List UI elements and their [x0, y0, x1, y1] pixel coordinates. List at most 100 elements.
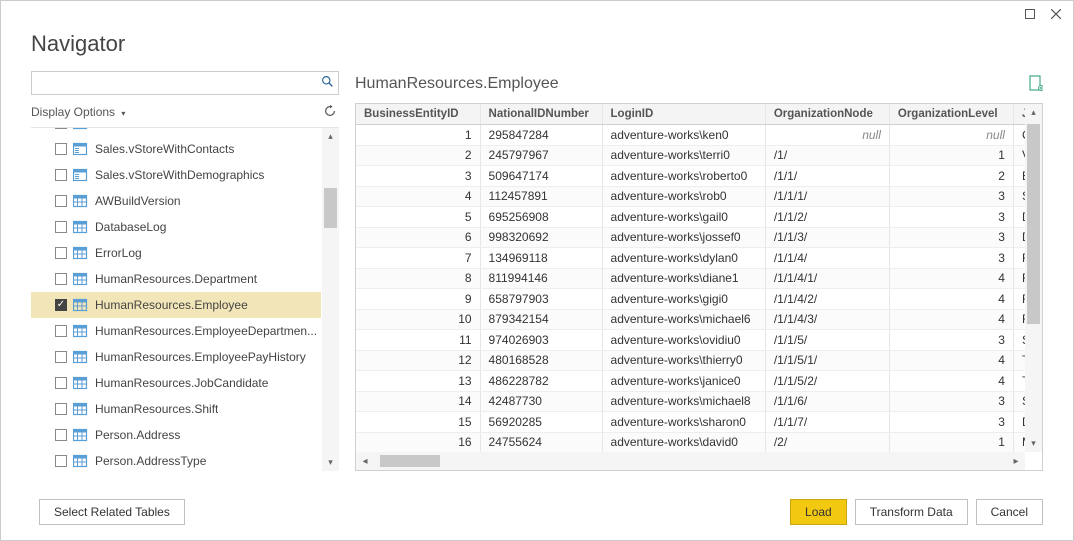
table-row[interactable]: 12480168528adventure-works\thierry0/1/1/…: [356, 350, 1025, 371]
checkbox[interactable]: [55, 377, 67, 389]
checkbox[interactable]: [55, 221, 67, 233]
scroll-down-icon[interactable]: ▾: [322, 454, 339, 471]
search-input[interactable]: [38, 76, 321, 90]
table-row[interactable]: 11974026903adventure-works\ovidiu0/1/1/5…: [356, 330, 1025, 351]
tree-item[interactable]: AWBuildVersion: [31, 188, 321, 214]
table-row[interactable]: 9658797903adventure-works\gigi0/1/1/4/2/…: [356, 289, 1025, 310]
tree-item[interactable]: HumanResources.JobCandidate: [31, 370, 321, 396]
load-button[interactable]: Load: [790, 499, 847, 525]
checkbox[interactable]: [55, 351, 67, 363]
search-box[interactable]: [31, 71, 339, 95]
column-header[interactable]: LoginID: [602, 104, 765, 125]
tree-list[interactable]: SalesStoreWithAddressesSales.vStoreWithC…: [31, 128, 321, 471]
checkbox[interactable]: ✓: [55, 299, 67, 311]
preview-table: BusinessEntityIDNationalIDNumberLoginIDO…: [356, 104, 1025, 452]
tree-item[interactable]: Person.AddressType: [31, 448, 321, 471]
table-cell: Vice: [1013, 145, 1025, 166]
view-icon: [73, 167, 89, 183]
tree-item[interactable]: Person.Address: [31, 422, 321, 448]
grid-horizontal-scrollbar[interactable]: ◂ ▸: [356, 452, 1025, 470]
maximize-button[interactable]: [1019, 4, 1041, 24]
table-row[interactable]: 4112457891adventure-works\rob0/1/1/1/3Se…: [356, 186, 1025, 207]
table-row[interactable]: 8811994146adventure-works\diane1/1/1/4/1…: [356, 268, 1025, 289]
checkbox[interactable]: [55, 325, 67, 337]
table-cell: Sen: [1013, 330, 1025, 351]
refresh-button[interactable]: [321, 104, 339, 121]
checkbox[interactable]: [55, 128, 67, 129]
table-cell: adventure-works\roberto0: [602, 166, 765, 187]
column-header[interactable]: JobTitle: [1013, 104, 1025, 125]
table-cell: 4: [889, 289, 1013, 310]
tree-item[interactable]: ✓HumanResources.Employee: [31, 292, 321, 318]
table-cell: Sen: [1013, 186, 1025, 207]
table-cell: adventure-works\gigi0: [602, 289, 765, 310]
table-cell: /1/1/5/1/: [765, 350, 889, 371]
checkbox[interactable]: [55, 273, 67, 285]
table-row[interactable]: 5695256908adventure-works\gail0/1/1/2/3D…: [356, 207, 1025, 228]
scroll-right-icon[interactable]: ▸: [1007, 452, 1025, 470]
table-row[interactable]: 7134969118adventure-works\dylan0/1/1/4/3…: [356, 248, 1025, 269]
column-header[interactable]: OrganizationLevel: [889, 104, 1013, 125]
transform-data-button[interactable]: Transform Data: [855, 499, 968, 525]
tree-scrollbar[interactable]: ▴ ▾: [322, 128, 339, 471]
scrollbar-thumb[interactable]: [380, 455, 440, 467]
table-row[interactable]: 1442487730adventure-works\michael8/1/1/6…: [356, 391, 1025, 412]
checkbox[interactable]: [55, 429, 67, 441]
scroll-up-icon[interactable]: ▴: [322, 128, 339, 145]
checkbox[interactable]: [55, 247, 67, 259]
tree-item[interactable]: HumanResources.EmployeePayHistory: [31, 344, 321, 370]
table-row[interactable]: 10879342154adventure-works\michael6/1/1/…: [356, 309, 1025, 330]
tree-item[interactable]: ErrorLog: [31, 240, 321, 266]
table-row[interactable]: 1624755624adventure-works\david0/2/1Ma: [356, 432, 1025, 452]
scroll-up-icon[interactable]: ▴: [1025, 104, 1042, 121]
table-header-row: BusinessEntityIDNationalIDNumberLoginIDO…: [356, 104, 1025, 125]
table-row[interactable]: 1556920285adventure-works\sharon0/1/1/7/…: [356, 412, 1025, 433]
cancel-button[interactable]: Cancel: [976, 499, 1043, 525]
table-cell: /1/1/7/: [765, 412, 889, 433]
table-row[interactable]: 1295847284adventure-works\ken0nullnullCh…: [356, 125, 1025, 146]
search-icon[interactable]: [321, 75, 334, 91]
checkbox[interactable]: [55, 169, 67, 181]
grid-vertical-scrollbar[interactable]: ▴ ▾: [1025, 104, 1042, 452]
table-row[interactable]: 2245797967adventure-works\terri0/1/1Vice: [356, 145, 1025, 166]
scroll-down-icon[interactable]: ▾: [1025, 435, 1042, 452]
close-button[interactable]: [1045, 4, 1067, 24]
table-cell: 14: [356, 391, 480, 412]
table-cell: Res: [1013, 309, 1025, 330]
table-row[interactable]: 3509647174adventure-works\roberto0/1/1/2…: [356, 166, 1025, 187]
table-row[interactable]: 13486228782adventure-works\janice0/1/1/5…: [356, 371, 1025, 392]
table-cell: 1: [889, 145, 1013, 166]
column-header[interactable]: NationalIDNumber: [480, 104, 602, 125]
preview-header: HumanResources.Employee: [355, 71, 1043, 97]
tree-item[interactable]: DatabaseLog: [31, 214, 321, 240]
table-cell: 998320692: [480, 227, 602, 248]
scrollbar-thumb[interactable]: [324, 188, 337, 228]
table-cell: Too: [1013, 350, 1025, 371]
checkbox[interactable]: [55, 195, 67, 207]
checkbox[interactable]: [55, 403, 67, 415]
checkbox[interactable]: [55, 455, 67, 467]
tree-item-label: Person.AddressType: [95, 454, 206, 468]
table-row[interactable]: 6998320692adventure-works\jossef0/1/1/3/…: [356, 227, 1025, 248]
display-options-dropdown[interactable]: Display Options ▾: [31, 105, 321, 119]
tree-item[interactable]: HumanResources.Department: [31, 266, 321, 292]
scroll-left-icon[interactable]: ◂: [356, 452, 374, 470]
table-cell: 879342154: [480, 309, 602, 330]
tree-item[interactable]: HumanResources.Shift: [31, 396, 321, 422]
table-icon: [73, 245, 89, 261]
tree-item[interactable]: Sales.vStoreWithContacts: [31, 136, 321, 162]
tree-item[interactable]: Sales.vStoreWithDemographics: [31, 162, 321, 188]
preview-options-icon[interactable]: [1029, 75, 1043, 94]
checkbox[interactable]: [55, 143, 67, 155]
table-icon: [73, 323, 89, 339]
column-header[interactable]: BusinessEntityID: [356, 104, 480, 125]
select-related-tables-button[interactable]: Select Related Tables: [39, 499, 185, 525]
title-bar: [1, 1, 1073, 27]
column-header[interactable]: OrganizationNode: [765, 104, 889, 125]
scrollbar-thumb[interactable]: [1027, 124, 1040, 324]
table-cell: 12: [356, 350, 480, 371]
table-cell: 16: [356, 432, 480, 452]
tree-item[interactable]: SalesStoreWithAddresses: [31, 128, 321, 136]
tree-item[interactable]: HumanResources.EmployeeDepartmen...: [31, 318, 321, 344]
tree-item-label: HumanResources.EmployeeDepartmen...: [95, 324, 317, 338]
